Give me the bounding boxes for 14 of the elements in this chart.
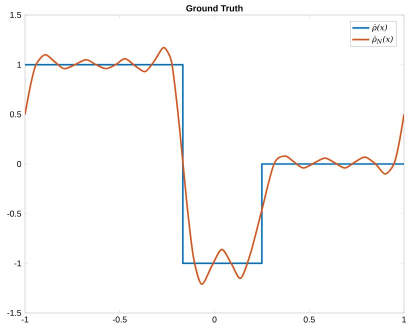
- y-tick-label: -1: [14, 260, 22, 266]
- x-tick-label: 0: [212, 316, 217, 323]
- x-tick-label: -0.5: [112, 316, 127, 323]
- y-tick-label: 0.5: [10, 111, 22, 118]
- y-tick-label: -0.5: [7, 210, 22, 217]
- line-series: [25, 46, 404, 285]
- x-tick-label: 0.5: [304, 316, 315, 323]
- x-tick-label: 1: [402, 316, 406, 322]
- y-tick-label: 0: [17, 161, 22, 167]
- y-tick-label: 1: [17, 62, 22, 68]
- y-tick-label: 1.5: [10, 12, 22, 18]
- y-tick-label: -1.5: [7, 310, 22, 316]
- chart-title: Ground Truth: [186, 4, 243, 12]
- x-tick-label: -1: [22, 316, 28, 322]
